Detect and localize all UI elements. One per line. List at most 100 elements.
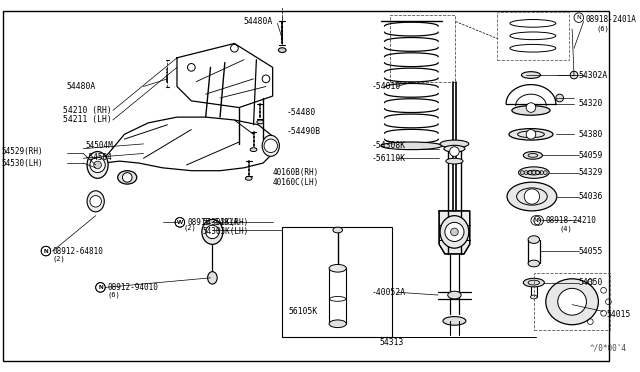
Text: W: W	[177, 220, 183, 225]
Text: (6): (6)	[107, 292, 120, 298]
Text: 40160B(RH): 40160B(RH)	[273, 168, 319, 177]
Text: 54050: 54050	[579, 278, 603, 287]
Text: 54302A: 54302A	[579, 71, 608, 80]
Ellipse shape	[262, 135, 279, 156]
Ellipse shape	[250, 148, 257, 151]
Ellipse shape	[509, 129, 553, 140]
Circle shape	[93, 161, 101, 169]
Ellipse shape	[518, 167, 549, 178]
Text: ^/0*00'4: ^/0*00'4	[589, 343, 627, 352]
Text: 54059: 54059	[579, 151, 603, 160]
Text: 54211 (LH): 54211 (LH)	[63, 115, 112, 125]
Circle shape	[90, 196, 101, 207]
Text: 54036: 54036	[579, 192, 603, 201]
Text: -54480: -54480	[287, 108, 316, 117]
Ellipse shape	[202, 219, 223, 244]
Ellipse shape	[333, 227, 342, 233]
Circle shape	[450, 147, 460, 156]
Text: -56110K: -56110K	[371, 154, 405, 163]
Circle shape	[543, 171, 547, 174]
Ellipse shape	[87, 191, 104, 212]
Circle shape	[528, 171, 532, 174]
Text: (2): (2)	[184, 225, 196, 231]
Ellipse shape	[507, 182, 557, 211]
Bar	[534, 273, 611, 330]
Ellipse shape	[381, 142, 442, 150]
Circle shape	[524, 171, 528, 174]
Text: -54308K: -54308K	[371, 141, 405, 150]
Ellipse shape	[444, 145, 465, 152]
Text: 08912-94010: 08912-94010	[107, 283, 158, 292]
Ellipse shape	[522, 72, 541, 78]
Text: N: N	[98, 285, 103, 290]
Circle shape	[451, 228, 458, 236]
Text: 54055: 54055	[579, 247, 603, 256]
Text: (4): (4)	[559, 226, 572, 232]
Text: 54313: 54313	[380, 339, 404, 347]
Text: -54490B: -54490B	[287, 127, 321, 136]
Ellipse shape	[546, 279, 598, 325]
Text: (6): (6)	[597, 26, 610, 32]
Ellipse shape	[329, 320, 346, 328]
Text: 56105K: 56105K	[289, 307, 318, 316]
Ellipse shape	[448, 291, 461, 299]
Text: 54480A: 54480A	[67, 82, 96, 91]
Circle shape	[570, 71, 578, 79]
Circle shape	[526, 103, 536, 112]
Ellipse shape	[207, 272, 217, 284]
Circle shape	[264, 139, 278, 153]
Text: 54320: 54320	[579, 99, 603, 108]
Text: -54504: -54504	[85, 153, 113, 162]
Text: W: W	[177, 220, 183, 225]
Circle shape	[540, 171, 543, 174]
Circle shape	[445, 222, 464, 241]
Text: 54380: 54380	[579, 130, 603, 139]
Ellipse shape	[528, 236, 540, 243]
Ellipse shape	[440, 216, 468, 248]
Text: 54329: 54329	[579, 168, 603, 177]
Ellipse shape	[446, 158, 463, 164]
Text: (2): (2)	[52, 256, 65, 262]
Text: 54480A: 54480A	[244, 17, 273, 26]
Text: N: N	[44, 248, 48, 254]
Ellipse shape	[278, 48, 286, 52]
Ellipse shape	[440, 140, 468, 148]
Text: N: N	[536, 218, 541, 223]
Bar	[497, 12, 569, 60]
Text: N: N	[98, 285, 103, 290]
Ellipse shape	[524, 151, 543, 159]
Text: 54504M: 54504M	[85, 141, 113, 150]
Text: -54010: -54010	[371, 82, 401, 91]
Text: 08912-64810: 08912-64810	[52, 247, 104, 256]
Ellipse shape	[512, 106, 550, 115]
Text: N: N	[577, 15, 581, 20]
Bar	[390, 15, 456, 82]
Circle shape	[520, 171, 524, 174]
Text: 54210 (RH): 54210 (RH)	[63, 106, 112, 115]
Circle shape	[205, 225, 219, 238]
Text: 54529(RH): 54529(RH)	[2, 147, 44, 156]
Text: -40052A: -40052A	[371, 288, 405, 297]
Ellipse shape	[524, 278, 545, 287]
Circle shape	[122, 173, 132, 182]
Text: 08918-2401A: 08918-2401A	[586, 15, 636, 24]
Text: 54303K(LH): 54303K(LH)	[203, 227, 249, 237]
Bar	[282, 227, 392, 337]
Circle shape	[90, 157, 105, 173]
Ellipse shape	[329, 264, 346, 272]
Ellipse shape	[557, 288, 586, 315]
Text: N: N	[533, 218, 538, 223]
Ellipse shape	[531, 295, 537, 299]
Text: N: N	[44, 248, 48, 254]
Circle shape	[532, 171, 536, 174]
Text: 54302K(RH): 54302K(RH)	[203, 218, 249, 227]
Text: 08918-24210: 08918-24210	[545, 216, 596, 225]
Text: 54015: 54015	[607, 310, 631, 319]
Ellipse shape	[118, 171, 137, 184]
Polygon shape	[439, 211, 470, 254]
Circle shape	[536, 171, 540, 174]
Ellipse shape	[245, 176, 252, 180]
Ellipse shape	[443, 317, 466, 325]
Ellipse shape	[257, 120, 264, 124]
Circle shape	[526, 129, 536, 139]
